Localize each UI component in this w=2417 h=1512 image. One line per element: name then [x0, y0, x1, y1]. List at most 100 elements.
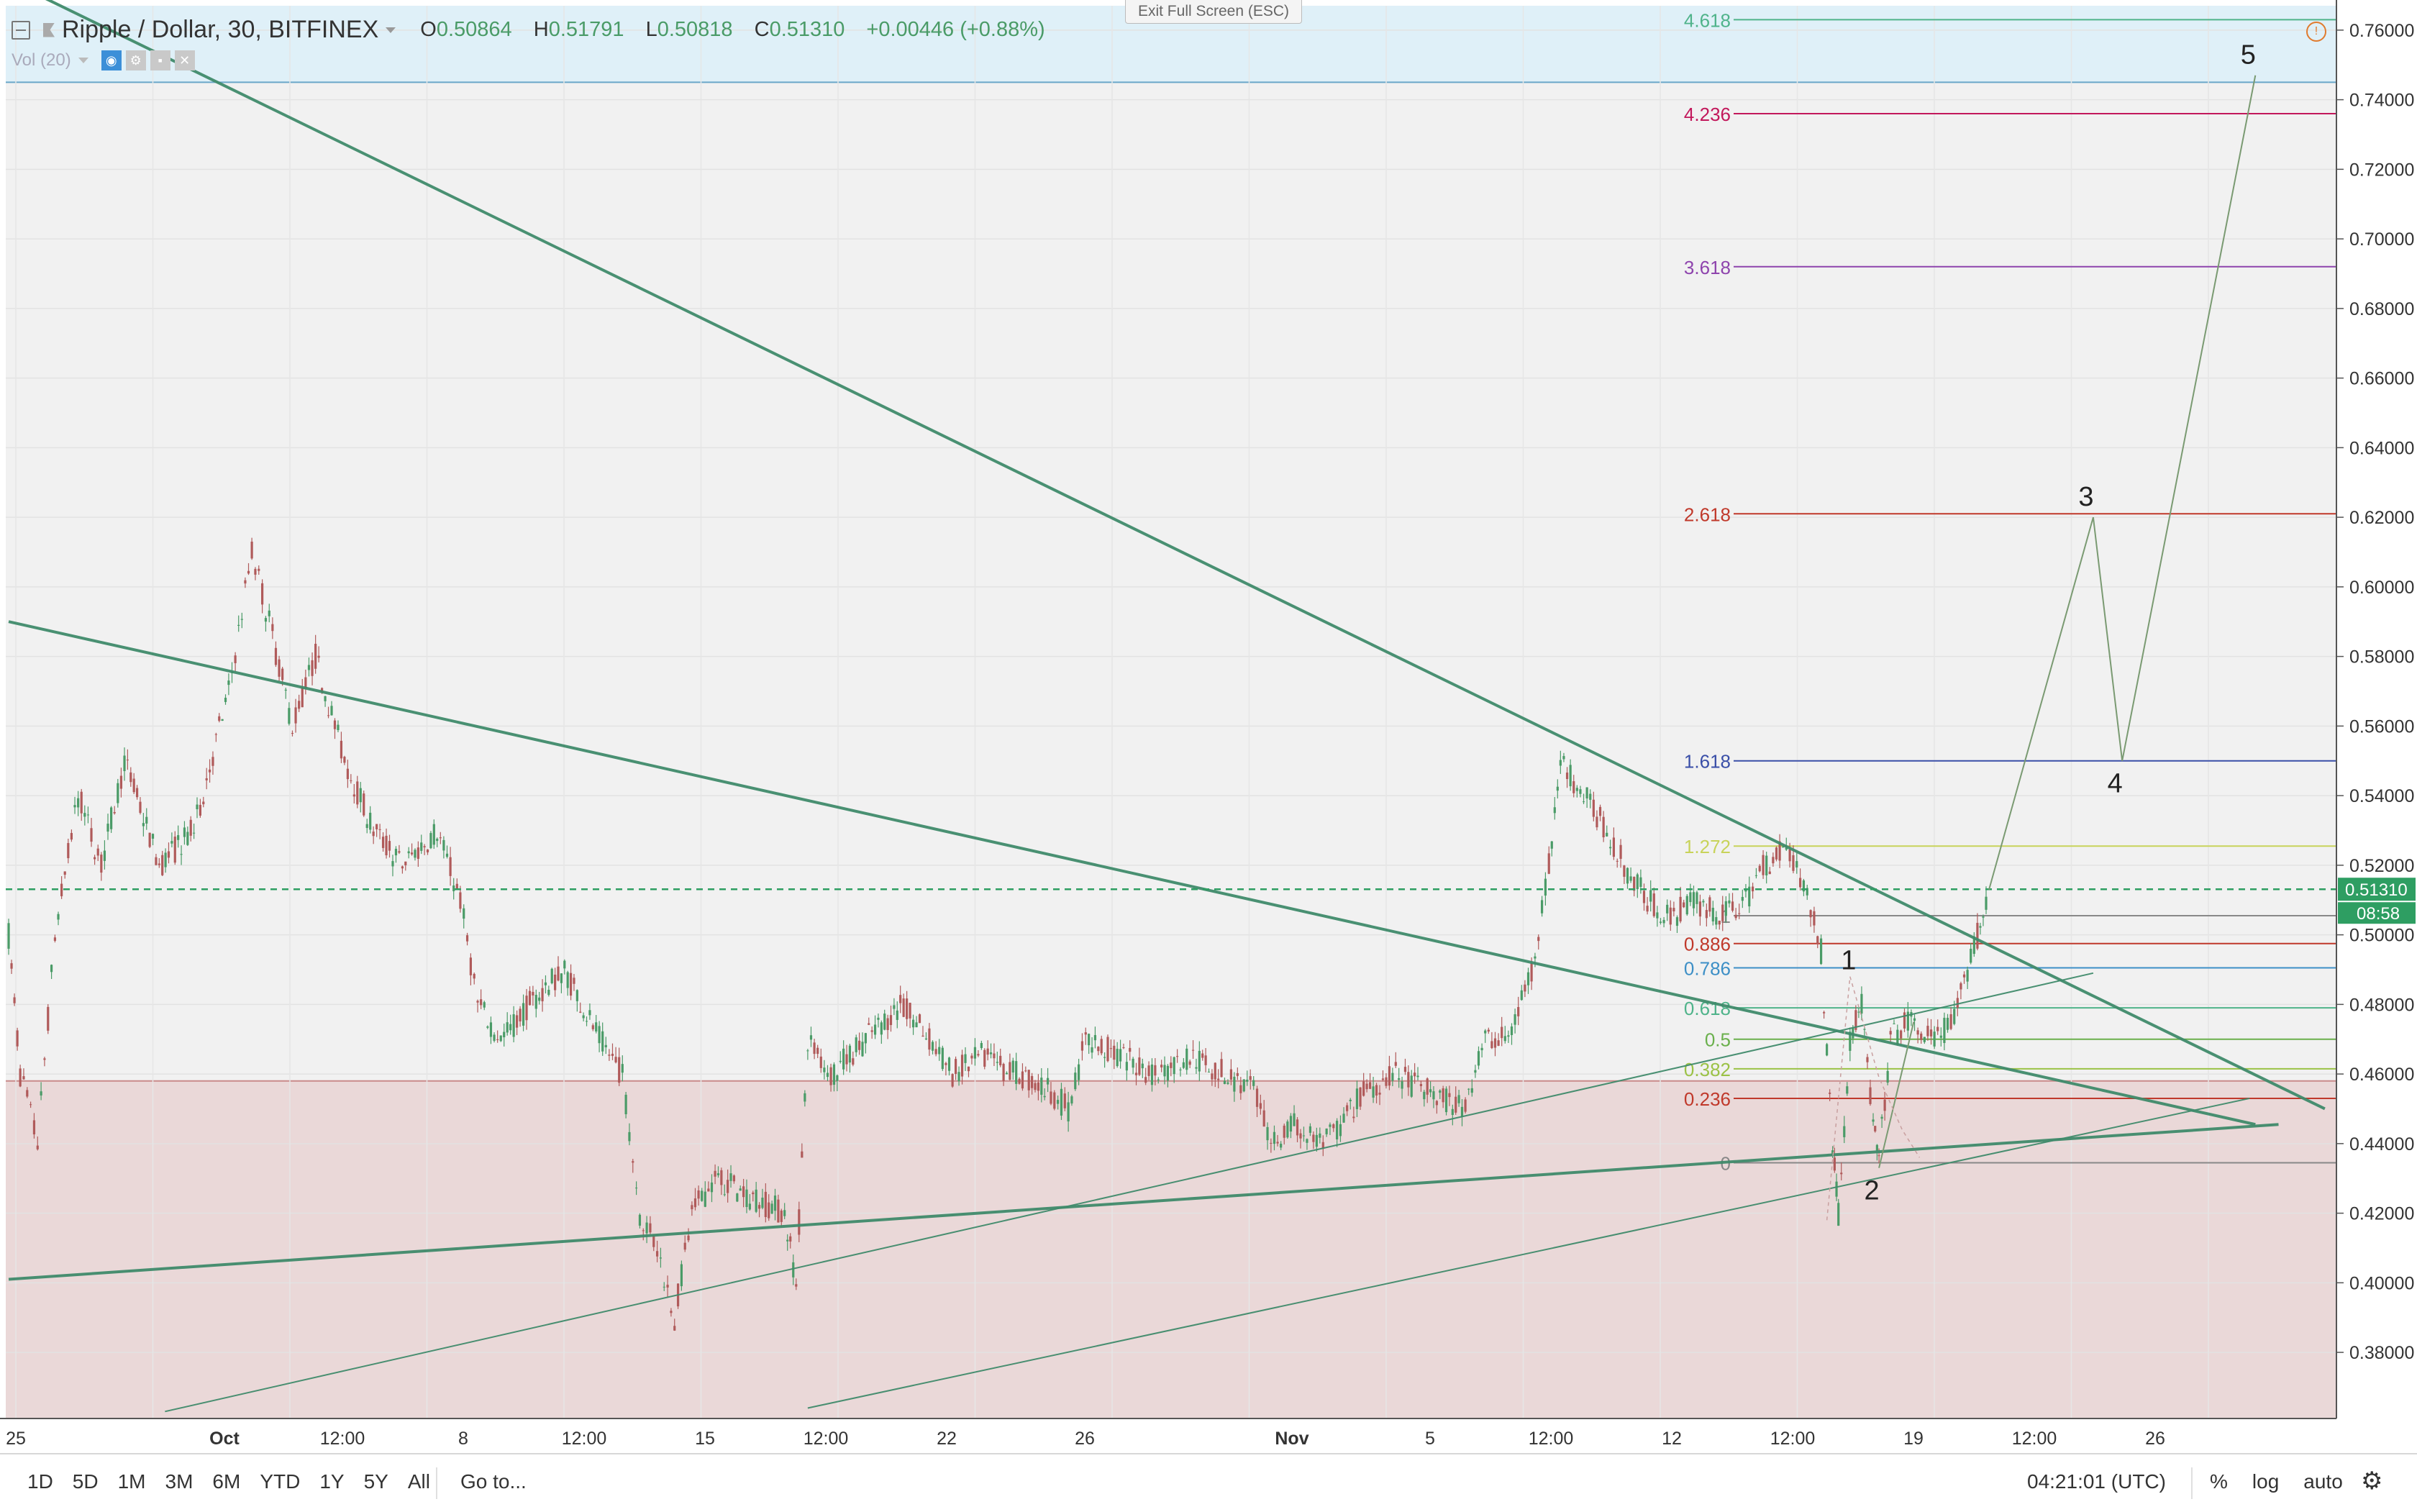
range-all-button[interactable]: All	[407, 1470, 430, 1493]
volume-indicator-label[interactable]: Vol (20)	[12, 50, 71, 70]
candle-body	[659, 1257, 663, 1259]
candle-body	[1629, 876, 1632, 881]
time-tick-label: 12:00	[562, 1429, 607, 1449]
price-tick-label: 0.54000	[2349, 786, 2414, 806]
candle-body	[899, 995, 902, 1003]
candle-body	[196, 804, 199, 809]
candle-body	[40, 1091, 42, 1096]
candle-body	[645, 1222, 648, 1234]
range-5y-button[interactable]: 5Y	[363, 1470, 388, 1493]
log-toggle[interactable]: log	[2252, 1470, 2280, 1493]
candle-body	[970, 1055, 973, 1059]
range-1d-button[interactable]: 1D	[27, 1470, 53, 1493]
candle-body	[1659, 921, 1662, 923]
symbol-title[interactable]: Ripple / Dollar, 30, BITFINEX	[62, 16, 379, 43]
candle-body	[90, 828, 93, 842]
percent-toggle[interactable]: %	[2210, 1470, 2228, 1493]
gear-icon[interactable]: ⚙	[125, 50, 146, 70]
range-5d-button[interactable]: 5D	[72, 1470, 99, 1493]
candle-body	[281, 668, 284, 680]
candle-body	[1144, 1077, 1147, 1083]
candle-body	[789, 1236, 792, 1242]
candle-body	[951, 1074, 954, 1087]
candle-body	[291, 732, 294, 734]
candle-body	[1579, 789, 1582, 794]
chevron-down-icon[interactable]	[78, 58, 88, 63]
candle-body	[1276, 1142, 1279, 1144]
candle-body	[1788, 849, 1791, 862]
candle-body	[845, 1054, 848, 1065]
candle-body	[1419, 1084, 1423, 1086]
candle-body	[909, 1003, 911, 1019]
candle-body	[883, 1014, 886, 1030]
more-icon[interactable]: ▪	[150, 50, 170, 70]
candle-body	[404, 861, 407, 865]
candle-body	[928, 1028, 931, 1050]
range-3m-button[interactable]: 3M	[165, 1470, 194, 1493]
candle-body	[1619, 844, 1622, 859]
candle-body	[489, 1022, 493, 1037]
collapse-icon[interactable]	[12, 20, 30, 40]
chevron-down-icon[interactable]	[386, 27, 396, 33]
candle-body	[1831, 1150, 1834, 1157]
alert-icon[interactable]: !	[2306, 22, 2326, 42]
divider	[2191, 1467, 2193, 1499]
gear-icon[interactable]: ⚙	[2361, 1467, 2383, 1495]
volume-indicator-row: Vol (20) ◉ ⚙ ▪ ✕	[12, 50, 195, 70]
time-tick-label: 12	[1662, 1429, 1682, 1449]
candle-body	[1365, 1083, 1368, 1090]
candle-body	[442, 839, 445, 851]
candle-body	[1074, 1072, 1077, 1090]
candle-body	[839, 1060, 842, 1062]
candle-body	[873, 1024, 877, 1035]
candle-body	[1792, 855, 1795, 871]
candle-body	[1490, 1041, 1493, 1049]
candle-body	[857, 1040, 861, 1050]
candle-body	[1122, 1047, 1125, 1048]
candle-body	[1734, 914, 1737, 919]
eye-icon[interactable]: ◉	[101, 50, 122, 70]
candle-body	[1880, 1116, 1883, 1119]
auto-toggle[interactable]: auto	[2303, 1470, 2343, 1493]
range-1y-button[interactable]: 1Y	[319, 1470, 345, 1493]
candle-body	[1819, 938, 1823, 965]
candle-body	[298, 701, 301, 709]
candle-body	[394, 849, 398, 856]
price-axis	[2336, 0, 2417, 1453]
chart-canvas[interactable]: 00.2360.3820.50.6180.7860.88611.2721.618…	[0, 0, 2417, 1453]
candle-body	[1185, 1048, 1188, 1070]
range-ytd-button[interactable]: YTD	[260, 1470, 301, 1493]
candle-body	[1926, 1026, 1929, 1037]
candle-body	[1266, 1126, 1269, 1141]
candle-body	[1585, 787, 1588, 798]
utc-clock[interactable]: 04:21:01 (UTC)	[2027, 1470, 2166, 1493]
candle-body	[1394, 1062, 1397, 1066]
close-icon[interactable]: ✕	[174, 50, 195, 70]
candle-body	[161, 855, 164, 875]
candle-body	[80, 791, 83, 814]
candle-body	[680, 1264, 683, 1287]
candle-body	[1339, 1124, 1342, 1137]
candle-body	[727, 1180, 729, 1193]
candle-body	[1226, 1082, 1229, 1084]
range-1m-button[interactable]: 1M	[117, 1470, 146, 1493]
flag-icon[interactable]	[43, 22, 55, 37]
range-6m-button[interactable]: 6M	[212, 1470, 241, 1493]
candle-body	[1698, 901, 1702, 917]
candle-body	[1398, 1078, 1401, 1080]
candle-body	[449, 857, 452, 876]
candle-body	[1748, 886, 1751, 907]
candle-body	[1896, 1029, 1899, 1045]
candle-body	[1388, 1066, 1391, 1086]
candle-body	[317, 655, 320, 658]
candle-body	[983, 1049, 986, 1067]
goto-button[interactable]: Go to...	[460, 1470, 527, 1493]
exit-fullscreen-button[interactable]: Exit Full Screen (ESC)	[1125, 0, 1302, 24]
candle-body	[710, 1182, 714, 1193]
candle-body	[902, 998, 905, 1017]
candle-body	[1866, 1057, 1869, 1062]
candle-body	[139, 801, 142, 814]
candle-body	[432, 824, 435, 845]
candle-body	[732, 1175, 736, 1182]
candle-body	[1429, 1089, 1432, 1093]
